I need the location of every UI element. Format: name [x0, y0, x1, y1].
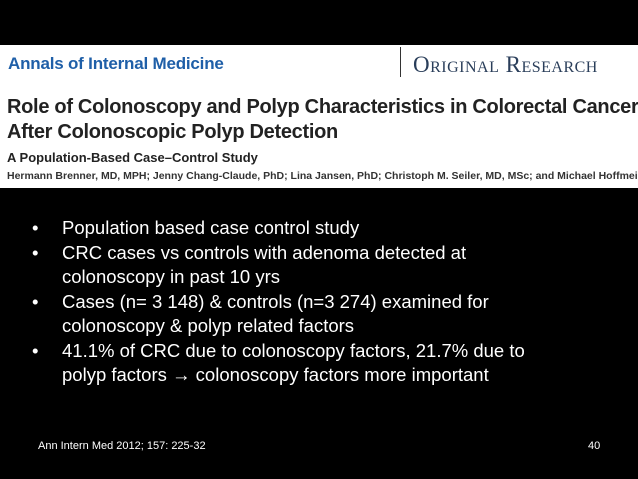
- bullet: Cases (n= 3 148) & controls (n=3 274) ex…: [32, 290, 525, 339]
- bullet-list: Population based case control study CRC c…: [32, 216, 525, 388]
- bullet-line: colonoscopy & polyp related factors: [62, 315, 355, 336]
- authors: Hermann Brenner, MD, MPH; Jenny Chang-Cl…: [7, 170, 638, 182]
- article-banner: Annals of Internal Medicine Original Res…: [0, 45, 638, 188]
- bullet-line: Population based case control study: [62, 217, 360, 238]
- journal-name: Annals of Internal Medicine: [8, 54, 224, 73]
- bullet: CRC cases vs controls with adenoma detec…: [32, 241, 525, 290]
- bullet-line: colonoscopy in past 10 yrs: [62, 266, 281, 287]
- article-subtitle: A Population-Based Case–Control Study: [7, 150, 258, 165]
- title-line: Role of Colonoscopy and Polyp Characteri…: [7, 96, 638, 118]
- bullet: 41.1% of CRC due to colonoscopy factors,…: [32, 339, 525, 388]
- bullet-line: polyp factors → colonoscopy factors more…: [62, 364, 489, 385]
- divider: [400, 47, 401, 77]
- bullet-line: CRC cases vs controls with adenoma detec…: [62, 241, 467, 263]
- article-title: Role of Colonoscopy and Polyp Characteri…: [7, 95, 638, 145]
- bullet-line: Cases (n= 3 148) & controls (n=3 274) ex…: [62, 290, 489, 312]
- title-line: After Colonoscopic Polyp Detection: [7, 121, 338, 143]
- section-label: Original Research: [413, 52, 598, 77]
- bullet: Population based case control study: [32, 216, 525, 241]
- bullet-line: 41.1% of CRC due to colonoscopy factors,…: [62, 339, 525, 361]
- citation: Ann Intern Med 2012; 157: 225-32: [38, 440, 206, 452]
- page-number: 40: [588, 440, 601, 452]
